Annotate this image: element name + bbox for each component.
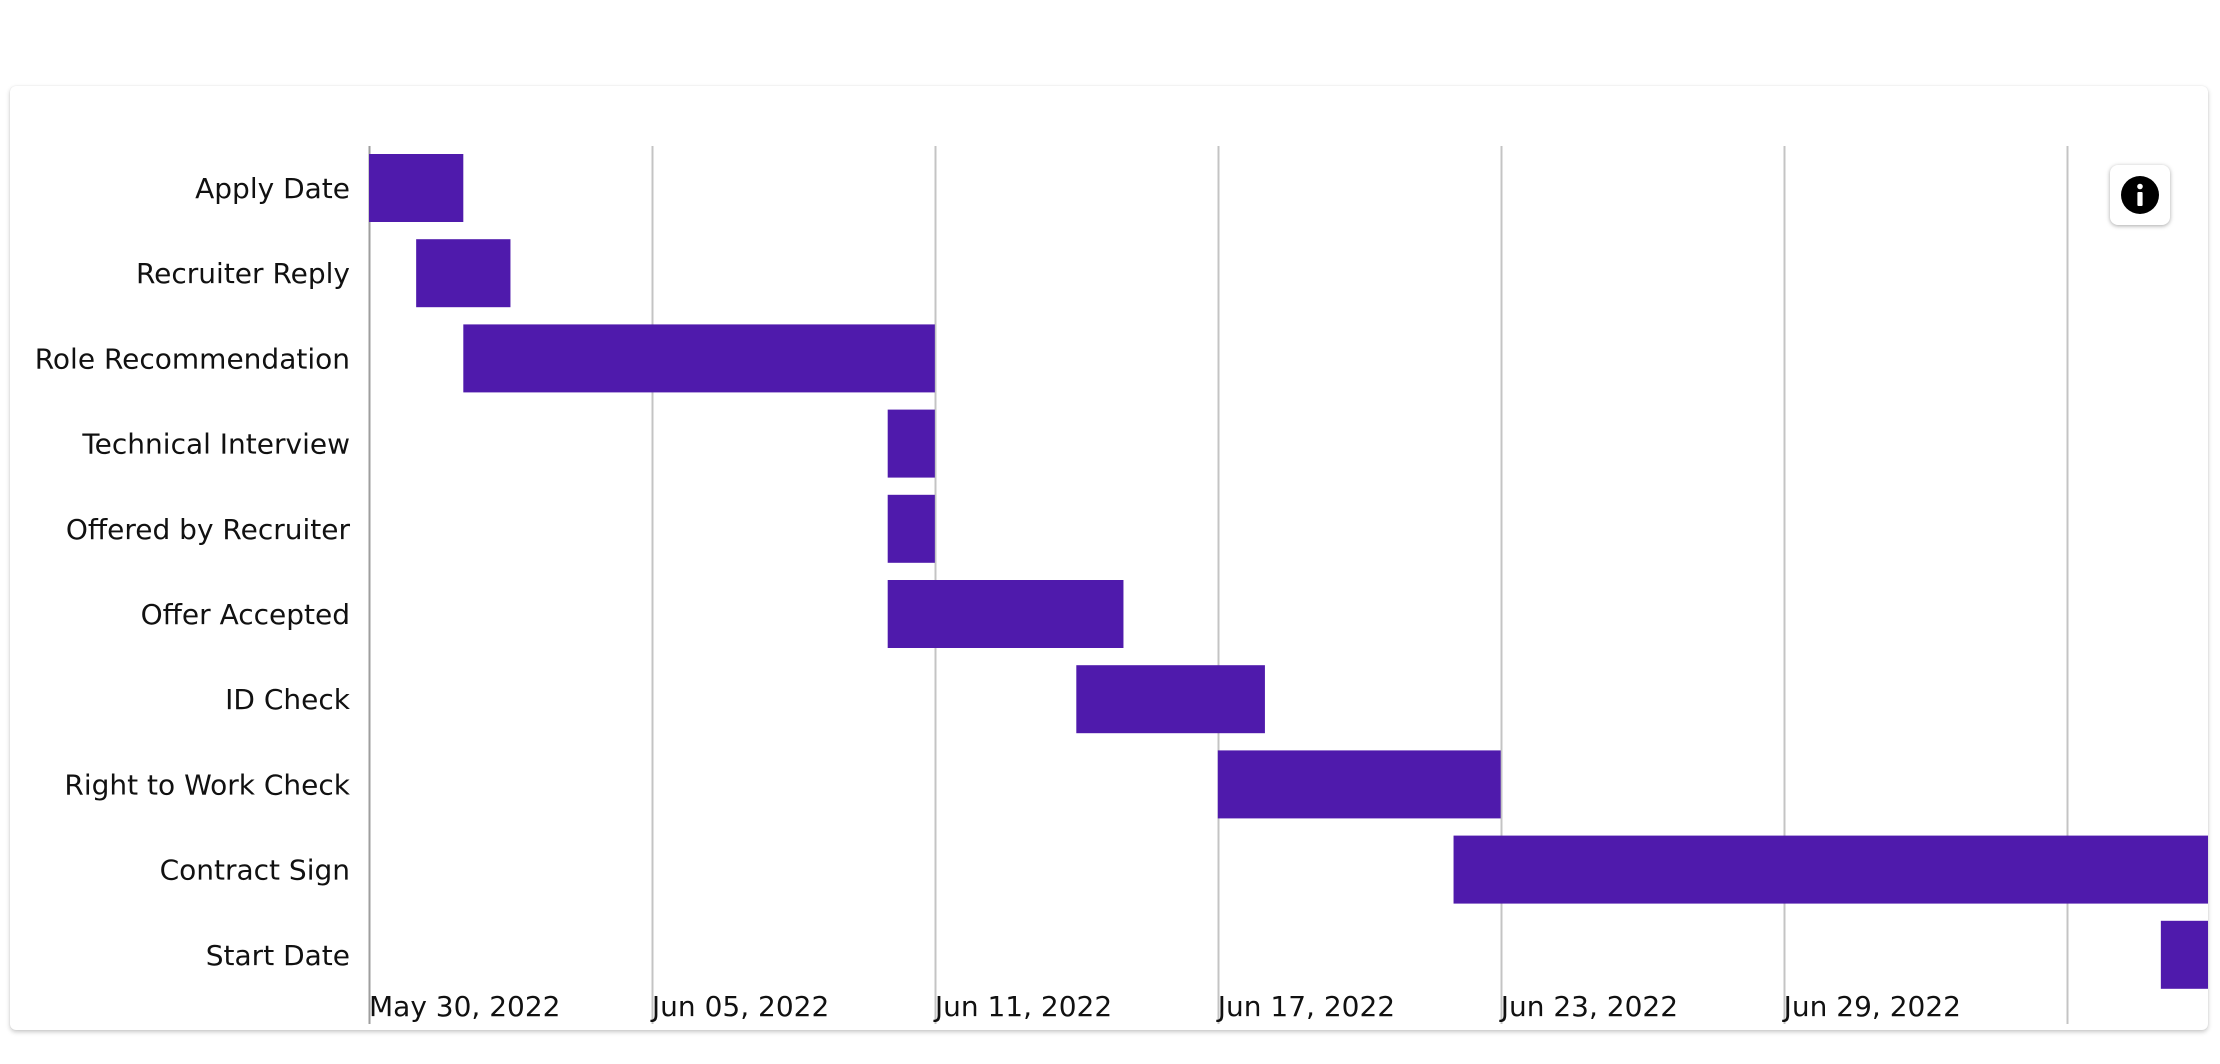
task-bar[interactable] xyxy=(887,580,1124,648)
gantt-chart: Apply Date Recruiter Reply Role Recommenda… xyxy=(35,146,2208,1024)
chart-card: Apply Date Recruiter Reply Role Recommenda… xyxy=(10,86,2208,1030)
x-tick-label: Jun 05, 2022 xyxy=(650,990,829,1023)
info-icon xyxy=(2121,176,2159,214)
task-label: Apply Date xyxy=(195,172,350,205)
task-bar[interactable] xyxy=(463,324,935,393)
info-button[interactable] xyxy=(2110,165,2170,225)
task-bar[interactable] xyxy=(416,239,511,308)
x-tick-label: May 30, 2022 xyxy=(369,990,560,1023)
x-tick-label: Jun 11, 2022 xyxy=(933,990,1112,1023)
task-label: Offered by Recruiter xyxy=(66,513,351,546)
task-label: Contract Sign xyxy=(160,854,350,887)
task-bar[interactable] xyxy=(369,154,464,222)
task-label: ID Check xyxy=(225,683,351,716)
task-bar[interactable] xyxy=(1453,835,2208,904)
task-bar[interactable] xyxy=(2160,920,2208,989)
task-label: Right to Work Check xyxy=(64,768,350,801)
task-label: Technical Interview xyxy=(81,428,350,461)
task-bar[interactable] xyxy=(887,409,935,478)
task-label: Start Date xyxy=(206,939,350,972)
task-label: Offer Accepted xyxy=(141,598,350,631)
date-tick-labels: May 30, 2022 Jun 05, 2022 Jun 11, 2022 Jun … xyxy=(369,990,1961,1023)
x-tick-label: Jun 17, 2022 xyxy=(1216,990,1395,1023)
task-label: Role Recommendation xyxy=(35,342,350,375)
task-bar[interactable] xyxy=(887,494,935,563)
task-bar[interactable] xyxy=(1076,665,1265,734)
x-tick-label: Jun 23, 2022 xyxy=(1499,990,1678,1023)
task-label: Recruiter Reply xyxy=(136,257,350,290)
x-tick-label: Jun 29, 2022 xyxy=(1782,990,1961,1023)
task-bar[interactable] xyxy=(1217,750,1501,819)
task-labels: Apply Date Recruiter Reply Role Recommenda… xyxy=(35,172,351,972)
task-bars xyxy=(369,154,2208,989)
